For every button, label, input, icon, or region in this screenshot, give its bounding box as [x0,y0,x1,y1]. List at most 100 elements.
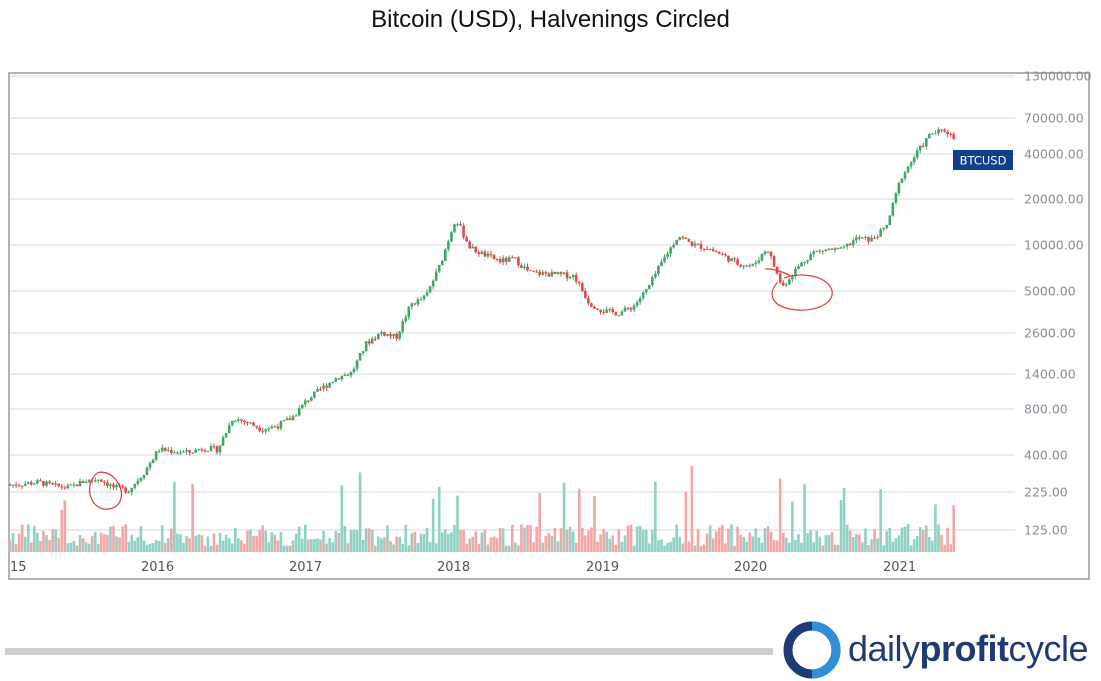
volume-bar [940,534,943,552]
volume-bar [538,493,541,552]
candle-body [60,486,64,488]
volume-bar [291,540,295,552]
candle-body [233,421,237,423]
candle-body [84,481,88,483]
candle-body [532,270,535,272]
volume-bar [824,535,828,552]
volume-bar [867,544,870,552]
volume-bar [243,543,246,552]
y-tick-label: 40000.00 [1024,147,1084,162]
volume-bar [952,505,956,552]
candle-body [48,481,51,483]
volume-bar [663,545,666,552]
volume-bar [690,465,694,552]
volume-bar [437,486,441,552]
candle-body [459,224,462,226]
volume-bar [882,545,885,552]
volume-bar [772,539,776,552]
candle-body [544,272,548,274]
volume-bar [237,538,240,552]
volume-bar [693,545,697,552]
volume-bar [949,544,952,552]
candle-body [623,307,627,312]
candle-body [492,255,496,259]
candle-body [142,475,146,479]
candle-body [687,238,691,242]
volume-bar [550,535,554,552]
volume-bar [130,534,134,552]
volume-bar [477,544,481,552]
volume-bar [809,530,812,552]
volume-bar [766,526,770,552]
candle-body [437,264,441,272]
candle-body [300,404,304,409]
candle-body [313,391,316,398]
x-tick-label: 15 [10,560,27,575]
volume-bar [279,532,283,552]
candle-body [769,251,773,257]
volume-bar [197,534,201,552]
volume-bar [687,541,691,552]
candle-body [447,241,450,250]
candle-body [188,450,191,453]
volume-bar [623,535,627,552]
volume-bar [230,543,234,552]
volume-bar [559,528,563,552]
volume-bar [218,532,222,552]
volume-bar [909,545,913,552]
candle-body [946,131,949,134]
candle-body [669,247,672,254]
candle-body [23,483,27,486]
volume-bar [757,537,761,552]
volume-bar [103,534,106,552]
candle-body [693,243,697,246]
volume-bar [879,488,882,552]
brand-part-2: profit [919,628,1009,669]
volume-bar [276,540,280,552]
candle-body [398,331,401,339]
volume-bar [160,525,164,552]
volume-bar [115,536,118,552]
volume-bar [486,544,490,552]
candle-body [833,248,837,250]
candle-body [565,272,569,279]
candle-body [191,452,194,454]
candle-body [69,484,73,486]
volume-bar [374,545,377,552]
volume-bar [733,545,736,552]
volume-bar [355,530,359,552]
halvening-circle-2020 [764,268,833,311]
volume-bar [39,541,42,552]
candle-body [614,311,618,316]
candle-body [745,265,749,267]
candle-body [404,317,408,322]
volume-bar [614,544,618,552]
candle-body [903,172,907,179]
volume-bar [112,525,115,552]
candle-body [635,302,639,306]
candle-body [845,243,849,247]
volume-bar [450,532,453,552]
candle-body [279,421,283,429]
volume-bar [541,542,545,552]
candle-body [282,420,286,422]
volume-bar [57,538,61,552]
volume-bar [696,529,700,552]
candle-body [39,480,42,482]
volume-bar [730,524,733,552]
candle-body [788,279,791,285]
volume-bar [224,535,228,552]
candle-body [690,241,694,246]
volume-bar [462,530,465,552]
candle-body [51,482,54,485]
candle-body [124,487,127,493]
candle-body [179,452,182,454]
candle-body [87,479,91,482]
candle-body [258,427,261,431]
volume-bar [937,524,940,552]
candle-body [797,266,800,269]
volume-bar [775,540,779,552]
candle-body [267,428,271,430]
volume-bar [425,527,429,552]
candle-body [617,315,621,317]
